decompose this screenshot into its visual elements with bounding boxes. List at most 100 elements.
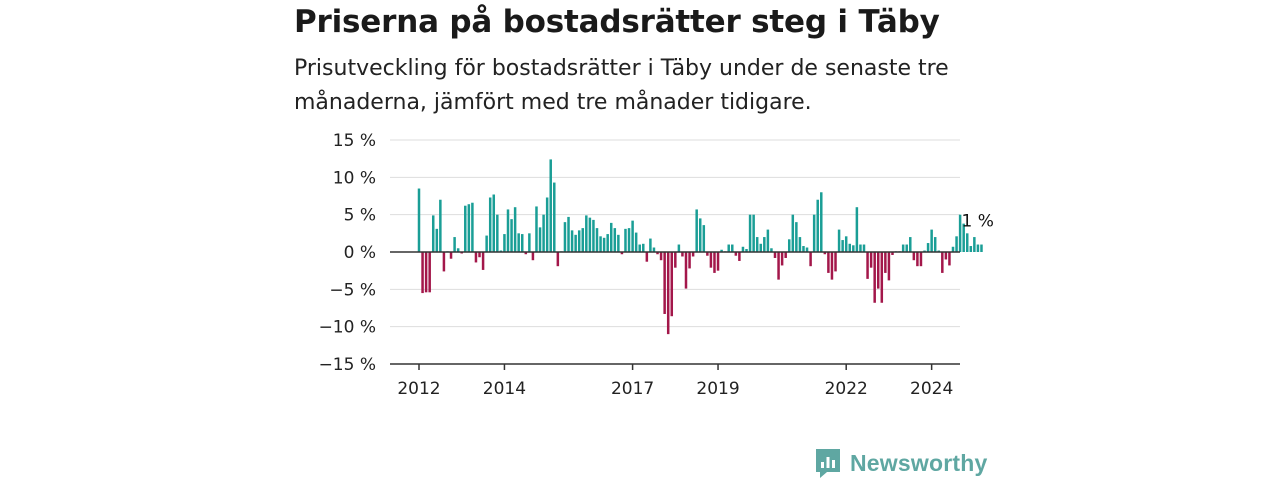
bar xyxy=(666,252,670,335)
y-tick-label: 15 % xyxy=(333,131,376,151)
bar xyxy=(517,233,520,252)
bar xyxy=(467,204,471,252)
bar xyxy=(770,248,773,252)
bar xyxy=(738,252,741,261)
bar xyxy=(435,228,439,252)
bar xyxy=(449,252,453,259)
bar xyxy=(659,252,663,261)
y-tick-label: −5 % xyxy=(329,280,376,300)
chart-title: Priserna på bostadsrätter steg i Täby xyxy=(294,4,940,40)
bar xyxy=(784,252,787,258)
bar xyxy=(688,252,691,269)
bar xyxy=(649,238,652,252)
bar xyxy=(585,215,588,252)
bar xyxy=(424,252,428,293)
bar xyxy=(602,237,606,252)
bar xyxy=(595,228,599,252)
bar xyxy=(496,214,499,252)
bar xyxy=(531,252,535,261)
bar xyxy=(642,243,645,252)
bar xyxy=(542,214,545,252)
bar xyxy=(620,252,624,255)
bar xyxy=(520,234,524,252)
bar xyxy=(969,246,973,252)
bar xyxy=(795,222,798,252)
bar xyxy=(919,252,923,267)
bar xyxy=(752,214,755,252)
bar xyxy=(488,197,492,252)
newsworthy-logo-icon xyxy=(816,449,840,478)
bar xyxy=(481,252,485,270)
bar xyxy=(709,252,713,268)
brand-name: Newsworthy xyxy=(850,449,988,476)
bar xyxy=(848,243,852,252)
bar xyxy=(773,252,777,258)
bar xyxy=(474,252,478,263)
bar xyxy=(428,252,431,293)
bar xyxy=(787,239,791,252)
bar xyxy=(766,229,770,252)
bar xyxy=(759,243,763,252)
bar xyxy=(962,223,965,252)
y-tick-label: 5 % xyxy=(344,206,376,226)
bar xyxy=(545,197,549,252)
bar xyxy=(695,209,698,252)
bar xyxy=(549,159,552,252)
last-value-label: 1 % xyxy=(961,212,993,232)
bar xyxy=(876,252,880,289)
bar xyxy=(866,252,869,279)
y-tick-label: 0 % xyxy=(344,243,376,263)
bar xyxy=(869,252,873,268)
bar xyxy=(485,235,488,252)
bar xyxy=(464,205,467,252)
bar xyxy=(916,252,919,267)
bar xyxy=(577,230,581,252)
bar xyxy=(891,252,894,255)
bar xyxy=(713,252,716,273)
bar xyxy=(944,252,948,260)
bar xyxy=(745,249,748,252)
bar xyxy=(777,252,780,280)
bar xyxy=(727,244,730,252)
bar xyxy=(844,236,848,252)
brand-logo[interactable]: Newsworthy xyxy=(814,447,987,479)
bar xyxy=(912,252,916,261)
bar xyxy=(852,245,855,252)
bar xyxy=(827,252,830,273)
bar xyxy=(535,206,538,252)
bar xyxy=(841,240,844,252)
bar xyxy=(691,252,695,257)
bar xyxy=(805,247,809,252)
bar xyxy=(763,237,766,252)
bar xyxy=(609,222,613,252)
bar xyxy=(731,244,734,252)
bar xyxy=(431,215,435,252)
x-tick-label: 2022 xyxy=(825,379,868,399)
bar xyxy=(716,252,720,271)
bar xyxy=(884,252,887,273)
bar xyxy=(556,252,560,267)
bar xyxy=(930,229,933,252)
bar xyxy=(823,252,827,255)
bar xyxy=(880,252,884,303)
bar xyxy=(478,252,481,258)
x-tick-label: 2024 xyxy=(910,379,953,399)
bar xyxy=(941,252,944,273)
bar xyxy=(574,234,577,252)
bar xyxy=(809,252,812,267)
bar xyxy=(656,252,659,255)
bar xyxy=(834,252,837,272)
bar xyxy=(734,252,738,256)
bar xyxy=(492,194,496,252)
bar xyxy=(830,252,834,280)
bar xyxy=(624,228,627,252)
bar xyxy=(652,247,656,252)
bar xyxy=(506,209,510,252)
x-tick-label: 2017 xyxy=(611,379,654,399)
bar xyxy=(613,228,617,252)
bar xyxy=(563,222,567,252)
bar xyxy=(553,182,556,252)
bar xyxy=(948,252,951,266)
bar xyxy=(965,233,969,252)
